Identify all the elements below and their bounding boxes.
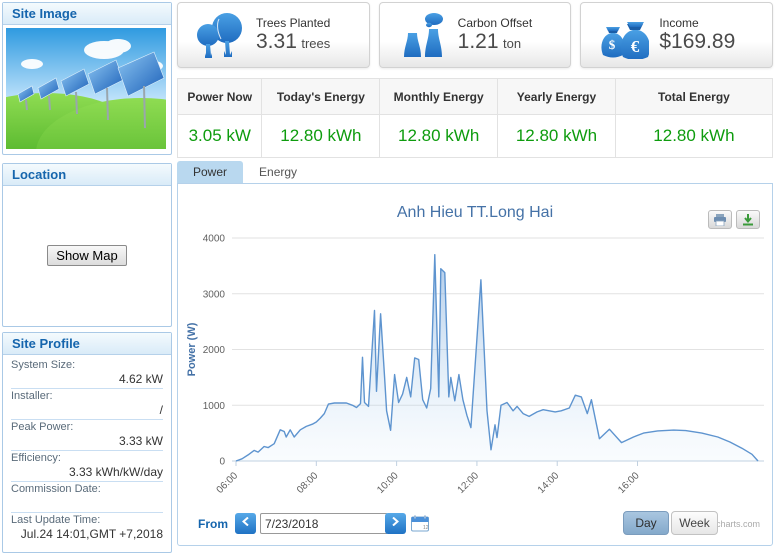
calendar-picker-button[interactable]: 12 — [410, 515, 430, 533]
date-input[interactable] — [260, 513, 388, 534]
value-total-energy: 12.80 kWh — [614, 114, 774, 158]
tab-energy[interactable]: Energy — [259, 165, 298, 179]
value-todays-energy: 12.80 kWh — [261, 114, 381, 158]
range-week-button[interactable]: Week — [671, 511, 718, 535]
income-icon: $ € — [601, 22, 650, 59]
col-todays-energy: Today's Energy — [261, 78, 381, 115]
power-chart-svg: 0 1000 2000 3000 4000 06:00 08:00 10:00 12:00 14:… — [186, 234, 764, 496]
value-monthly-energy: 12.80 kWh — [379, 114, 499, 158]
svg-text:€: € — [631, 37, 640, 56]
stat-value: $169.89 — [659, 30, 736, 53]
chart-watermark: charts.com — [715, 519, 760, 529]
col-power-now: Power Now — [176, 78, 263, 115]
stat-card-carbon-offset: Carbon Offset 1.21 ton — [378, 2, 572, 68]
svg-text:0: 0 — [219, 457, 225, 468]
stat-label: Income — [659, 16, 699, 30]
range-day-button[interactable]: Day — [623, 511, 669, 535]
site-profile-panel-title: Site Profile — [3, 333, 171, 355]
calendar-icon: 12 — [411, 515, 429, 532]
stat-unit: ton — [503, 36, 522, 51]
profile-field-efficiency: Efficiency: 3.33 kWh/kW/day — [11, 451, 163, 482]
print-chart-button[interactable] — [708, 210, 732, 229]
profile-field-peak-power: Peak Power: 3.33 kW — [11, 420, 163, 451]
value-power-now: 3.05 kW — [176, 114, 263, 158]
energy-table-header-row: Power Now Today's Energy Monthly Energy … — [176, 78, 774, 115]
site-image-panel: Site Image — [0, 2, 246, 208]
profile-field-last-update: Last Update Time: Jul.24 14:01,GMT +7,20… — [11, 514, 163, 541]
next-day-button[interactable] — [385, 513, 406, 534]
stat-label: Trees Planted — [256, 16, 331, 30]
site-profile-panel: Site Profile System Size: 4.62 kW Instal… — [2, 332, 172, 553]
energy-summary-table: Power Now Today's Energy Monthly Energy … — [176, 78, 774, 158]
value-yearly-energy: 12.80 kWh — [497, 114, 616, 158]
stat-cards: Trees Planted 3.31 trees Carbon Offset 1… — [177, 2, 774, 68]
svg-text:4000: 4000 — [203, 234, 226, 245]
svg-text:12: 12 — [423, 525, 429, 531]
site-photo — [0, 28, 246, 208]
chevron-right-icon — [392, 516, 400, 527]
svg-text:12:00: 12:00 — [456, 470, 482, 496]
svg-text:Power (W): Power (W) — [186, 322, 198, 376]
printer-icon — [714, 213, 726, 226]
previous-day-button[interactable] — [235, 513, 256, 534]
location-panel: Location Show Map — [2, 163, 172, 327]
col-total-energy: Total Energy — [614, 78, 774, 115]
download-chart-button[interactable] — [736, 210, 760, 229]
svg-text:3000: 3000 — [203, 289, 226, 300]
site-image-panel-title: Site Image — [3, 3, 171, 25]
svg-text:$: $ — [609, 37, 616, 52]
tab-power[interactable]: Power — [177, 161, 244, 183]
svg-text:06:00: 06:00 — [215, 470, 241, 496]
svg-text:14:00: 14:00 — [536, 470, 562, 496]
svg-text:1000: 1000 — [203, 401, 226, 412]
chart-tabs: Power Energy — [177, 161, 313, 183]
profile-field-installer: Installer: / — [11, 389, 163, 420]
svg-text:08:00: 08:00 — [295, 470, 321, 496]
power-chart-panel: Anh Hieu TT.Long Hai 0 1000 2000 3000 4000 06… — [177, 183, 773, 546]
stat-unit: trees — [301, 36, 331, 51]
site-profile-fields: System Size: 4.62 kW Installer: / Peak P… — [3, 355, 171, 543]
profile-field-system-size: System Size: 4.62 kW — [11, 358, 163, 389]
chart-toolbar — [708, 210, 760, 229]
download-icon — [743, 213, 753, 225]
stat-value: 3.31 — [256, 30, 297, 53]
stat-card-trees-planted: Trees Planted 3.31 trees — [177, 2, 370, 68]
show-map-button[interactable]: Show Map — [47, 244, 127, 266]
from-label: From — [198, 517, 228, 531]
chevron-left-icon — [241, 516, 249, 527]
energy-table-value-row: 3.05 kW 12.80 kWh 12.80 kWh 12.80 kWh 12… — [176, 114, 774, 158]
chart-title: Anh Hieu TT.Long Hai — [396, 204, 554, 221]
svg-text:10:00: 10:00 — [375, 470, 401, 496]
col-monthly-energy: Monthly Energy — [379, 78, 499, 115]
svg-text:16:00: 16:00 — [616, 470, 642, 496]
trees-icon — [197, 13, 242, 58]
solar-panels — [17, 51, 165, 129]
profile-field-commission-date: Commission Date: — [11, 482, 163, 513]
location-panel-title: Location — [3, 164, 171, 186]
carbon-offset-icon — [403, 13, 443, 57]
col-yearly-energy: Yearly Energy — [497, 78, 616, 115]
stat-value: 1.21 — [457, 30, 499, 53]
chart-footer: From 12 charts.com Day Week — [178, 511, 772, 537]
stat-label: Carbon Offset — [457, 16, 533, 30]
stat-card-income: $ € Income $169.89 — [580, 2, 774, 68]
svg-text:2000: 2000 — [203, 345, 226, 356]
